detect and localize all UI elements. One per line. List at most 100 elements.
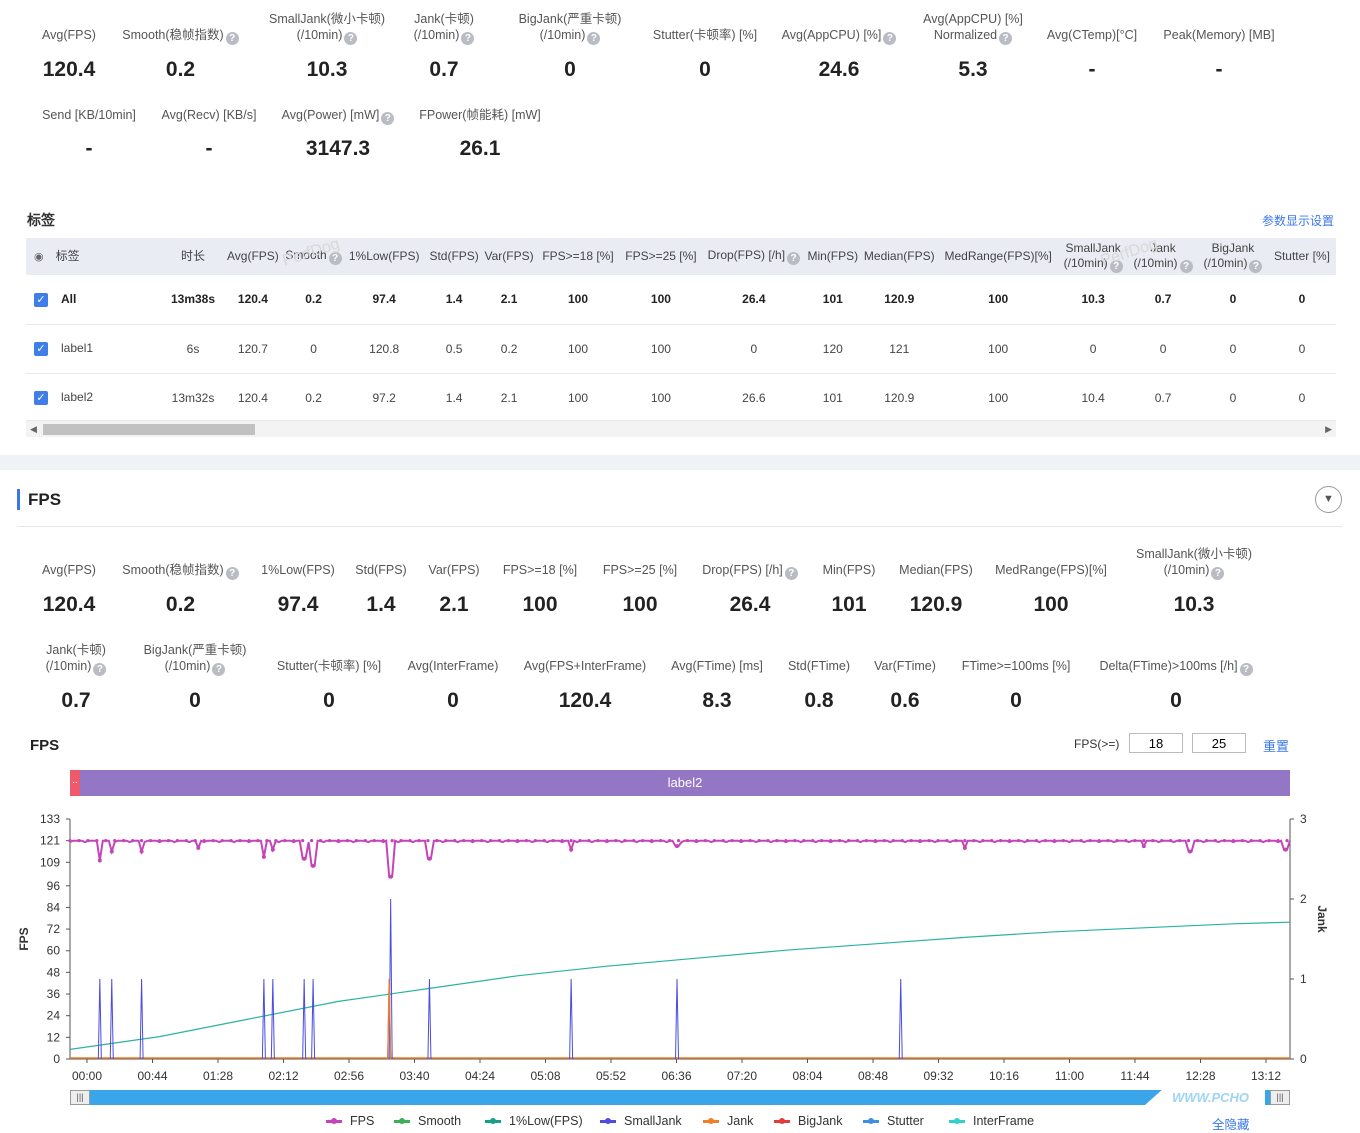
label-bar-label2[interactable]: label2: [80, 770, 1290, 796]
help-icon[interactable]: ?: [344, 32, 358, 45]
legend-item[interactable]: 1%Low(FPS): [485, 1114, 583, 1128]
x-tick-label: 11:44: [1120, 1069, 1149, 1083]
table-cell: 100: [938, 275, 1059, 325]
help-icon[interactable]: ?: [1239, 663, 1253, 676]
help-icon[interactable]: ?: [225, 567, 239, 580]
table-cell: 10.4: [1058, 373, 1129, 423]
scroll-right-icon[interactable]: ▶: [1325, 424, 1332, 434]
help-icon[interactable]: ?: [1249, 259, 1263, 273]
table-cell: 100: [536, 373, 620, 423]
column-header[interactable]: SmallJank (/10min)?: [1058, 238, 1129, 275]
help-icon[interactable]: ?: [1211, 567, 1225, 580]
legend-item[interactable]: Smooth: [394, 1114, 461, 1128]
legend-item[interactable]: BigJank: [774, 1114, 842, 1128]
fps-point: [453, 839, 457, 843]
legend-item[interactable]: InterFrame: [949, 1114, 1034, 1128]
fps-point: [417, 839, 421, 843]
table-row[interactable]: ✓ label2 13m32s 120.4 0.2 97.2 1.4 2.1 100 100 26.…: [26, 373, 1336, 423]
table-cell: 0: [1267, 324, 1336, 374]
fps-point: [685, 839, 690, 843]
column-header[interactable]: BigJank (/10min)?: [1198, 238, 1268, 275]
scrollbar-thumb[interactable]: [43, 424, 255, 435]
summary-metric-value: -: [1088, 58, 1096, 81]
fps-threshold-1-input[interactable]: [1129, 733, 1183, 753]
help-icon[interactable]: ?: [999, 32, 1013, 45]
fps-point: [855, 839, 860, 843]
table-cell: 97.2: [341, 373, 427, 423]
column-header[interactable]: Std(FPS): [426, 238, 482, 275]
table-cell: 26.6: [702, 373, 806, 423]
legend-item[interactable]: Jank: [703, 1114, 753, 1128]
fps-point: [1195, 839, 1200, 843]
column-header[interactable]: FPS>=18 [%]: [536, 238, 620, 275]
help-icon[interactable]: ?: [784, 567, 798, 580]
fps-metric-value: 0.2: [165, 593, 196, 616]
column-header[interactable]: Min(FPS): [805, 238, 861, 275]
help-icon[interactable]: ?: [461, 32, 475, 45]
column-header[interactable]: Median(FPS): [860, 238, 939, 275]
slider-right-handle[interactable]: |||: [1270, 1090, 1290, 1105]
timeline-range-slider[interactable]: ||| ||| WWW.PCHO: [70, 1090, 1290, 1105]
help-icon[interactable]: ?: [212, 663, 226, 676]
column-header[interactable]: ◉ 标签: [26, 238, 166, 275]
column-header[interactable]: Stutter [%]: [1267, 238, 1336, 275]
table-cell: 0: [1198, 324, 1268, 374]
help-icon[interactable]: ?: [328, 252, 342, 265]
help-icon[interactable]: ?: [1179, 259, 1193, 273]
eye-icon[interactable]: ◉: [34, 250, 44, 263]
help-icon[interactable]: ?: [381, 112, 395, 125]
table-row[interactable]: ✓ All 13m38s 120.4 0.2 97.4 1.4 2.1 100 100 26.4 10…: [26, 275, 1336, 325]
y-tick-label: 96: [47, 879, 61, 893]
scroll-left-icon[interactable]: ◀: [30, 424, 37, 434]
label-bar-label1[interactable]: ..: [70, 770, 80, 796]
help-icon[interactable]: ?: [787, 252, 801, 265]
column-header[interactable]: FPS>=25 [%]: [619, 238, 703, 275]
column-header[interactable]: Drop(FPS) [/h]?: [702, 238, 806, 275]
column-header[interactable]: Smooth?: [285, 238, 342, 275]
fps-dip-point: [270, 847, 275, 852]
table-horizontal-scrollbar[interactable]: ◀ ▶: [26, 420, 1336, 437]
fps-point: [963, 839, 967, 843]
row-checkbox[interactable]: ✓: [34, 341, 48, 356]
column-header[interactable]: MedRange(FPS)[%]: [938, 238, 1059, 275]
smalljank-spike: [311, 978, 316, 1060]
legend-swatch-icon: [703, 1117, 719, 1124]
column-header[interactable]: Avg(FPS): [220, 238, 286, 275]
fps-threshold-2-input[interactable]: [1192, 733, 1246, 753]
column-header[interactable]: Jank (/10min)?: [1128, 238, 1198, 275]
hide-all-button[interactable]: 全隐藏: [1212, 1118, 1250, 1132]
param-display-settings-link[interactable]: 参数显示设置: [1262, 214, 1335, 228]
fps-point: [471, 839, 475, 843]
column-header[interactable]: 1%Low(FPS): [341, 238, 427, 275]
slider-left-handle[interactable]: |||: [70, 1090, 90, 1105]
fps-point: [220, 839, 224, 843]
column-header[interactable]: Var(FPS): [481, 238, 537, 275]
row-checkbox[interactable]: ✓: [34, 292, 48, 307]
x-tick-label: 05:08: [530, 1069, 560, 1083]
fps-metric-value: 26.4: [729, 593, 771, 616]
legend-item[interactable]: SmallJank: [600, 1114, 682, 1128]
help-icon[interactable]: ?: [93, 663, 107, 676]
row-label-cell: ✓ label1: [26, 324, 166, 374]
watermark-text: WWW.PCHO: [1172, 1090, 1250, 1105]
legend-item[interactable]: Stutter: [863, 1114, 924, 1128]
column-header[interactable]: 时长: [165, 238, 221, 275]
fps-metric-value: 100: [622, 593, 658, 616]
fps-dip-point: [302, 856, 307, 861]
collapse-toggle-icon[interactable]: ▼: [1315, 486, 1342, 513]
y2-tick-label: 3: [1300, 812, 1307, 826]
fps-point: [641, 839, 645, 843]
fps-point: [310, 839, 314, 843]
table-row[interactable]: ✓ label1 6s 120.7 0 120.8 0.5 0.2 100 100 0 120 121 1…: [26, 324, 1336, 374]
help-icon[interactable]: ?: [1109, 259, 1123, 273]
table-cell: 101: [805, 275, 861, 325]
help-icon[interactable]: ?: [587, 32, 601, 45]
help-icon[interactable]: ?: [225, 32, 239, 45]
reset-button[interactable]: 重置: [1263, 739, 1290, 754]
x-tick-label: 12:28: [1185, 1069, 1215, 1083]
legend-item[interactable]: FPS: [326, 1114, 374, 1128]
row-checkbox[interactable]: ✓: [34, 390, 48, 405]
fps-point: [981, 839, 985, 843]
smalljank-spike: [139, 978, 144, 1060]
help-icon[interactable]: ?: [883, 32, 897, 45]
